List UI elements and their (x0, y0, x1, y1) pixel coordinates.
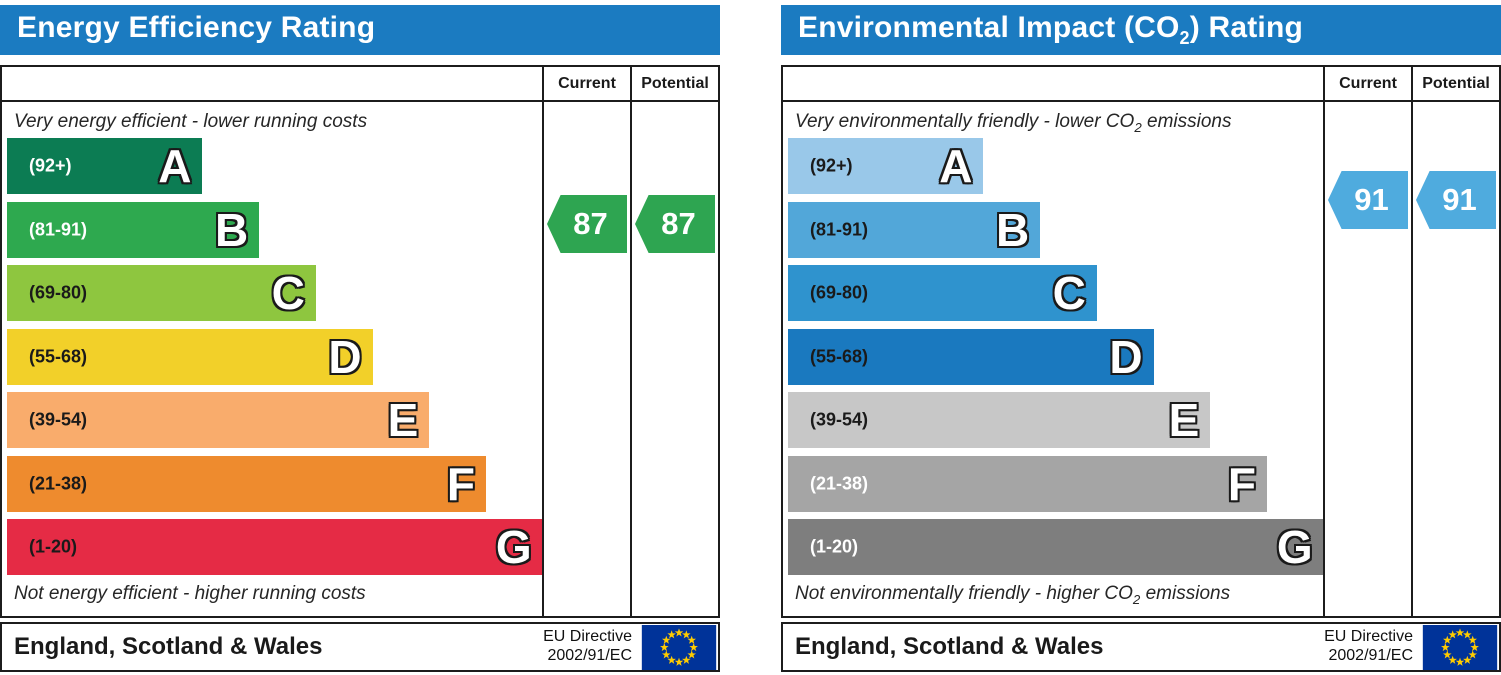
potential-column-cell: 87 (630, 102, 718, 616)
band-e: (39-54) E (788, 392, 1211, 448)
eu-directive-label: EU Directive 2002/91/EC (1324, 628, 1413, 666)
panel-footer: England, Scotland & Wales EU Directive 2… (0, 622, 720, 672)
potential-value: 91 (1442, 182, 1477, 217)
band-c: (69-80) C (788, 265, 1097, 321)
band-f: (21-38) F (788, 455, 1267, 512)
panel-title-bar: Environmental Impact (CO2) Rating (781, 5, 1501, 55)
current-column-cell: 91 (1323, 102, 1411, 616)
bottom-caption-text-post: emissions (1140, 583, 1231, 605)
top-caption-subscript: 2 (1134, 119, 1142, 135)
band-f: (21-38) F (7, 455, 486, 512)
band-b: (81-91) B (788, 201, 1041, 258)
current-arrow: 91 (1328, 171, 1408, 229)
top-caption: Very environmentally friendly - lower CO… (795, 111, 1231, 135)
eu-directive-line2: 2002/91/EC (1328, 647, 1413, 664)
band-a: (92+) A (788, 138, 984, 194)
band-range-label: (1-20) (29, 536, 78, 557)
band-g: (1-20) G (7, 519, 543, 575)
band-letter: G (495, 521, 532, 573)
potential-arrow: 87 (635, 195, 715, 253)
band-letter: G (1276, 521, 1313, 573)
top-caption-text: Very energy efficient - lower running co… (14, 111, 368, 132)
band-range-label: (21-38) (810, 473, 869, 493)
top-caption-text: Very environmentally friendly - lower CO (795, 111, 1135, 132)
band-letter: B (995, 203, 1030, 256)
band-range-label: (39-54) (810, 409, 869, 430)
footer-region: England, Scotland & Wales (14, 633, 323, 660)
bottom-caption-text: Not environmentally friendly - higher CO (795, 583, 1133, 605)
bands-area: Very environmentally friendly - lower CO… (783, 102, 1324, 616)
band-range-label: (39-54) (29, 409, 88, 430)
panel-title-text: Environmental Impact (CO (798, 11, 1180, 44)
band-range-label: (92+) (29, 155, 72, 176)
band-letter: E (387, 394, 419, 446)
panel-environmental-impact: Environmental Impact (CO2) Rating Curren… (781, 5, 1501, 673)
panel-title-bar: Energy Efficiency Rating (0, 5, 720, 55)
band-letter: F (446, 457, 475, 510)
panel-title-text-post: ) Rating (1189, 11, 1304, 44)
column-header-potential: Potential (630, 67, 718, 102)
column-header-potential: Potential (1411, 67, 1499, 102)
band-e: (39-54) E (7, 392, 430, 448)
eu-directive-line1: EU Directive (543, 628, 632, 646)
panel-energy-efficiency: Energy Efficiency Rating Current Potenti… (0, 5, 720, 673)
current-value: 87 (573, 206, 608, 241)
rating-table: Current Potential Very environmentally f… (781, 65, 1501, 618)
top-caption: Very energy efficient - lower running co… (14, 111, 367, 135)
bottom-caption: Not environmentally friendly - higher CO… (795, 583, 1230, 607)
band-range-label: (55-68) (810, 346, 869, 366)
band-range-label: (81-91) (29, 219, 88, 239)
potential-arrow: 91 (1416, 171, 1496, 229)
band-letter: C (1052, 267, 1086, 319)
eu-flag-icon (641, 624, 717, 670)
panel-title: Environmental Impact (CO2) Rating (798, 11, 1303, 49)
current-arrow: 87 (547, 195, 627, 253)
band-a: (92+) A (7, 138, 203, 194)
column-header-current: Current (542, 67, 630, 102)
band-letter: D (1109, 330, 1143, 383)
band-letter: F (1227, 457, 1256, 510)
bottom-caption-subscript: 2 (1132, 592, 1141, 607)
band-b: (81-91) B (7, 201, 260, 258)
band-d: (55-68) D (7, 328, 373, 385)
bands-area: Very energy efficient - lower running co… (2, 102, 543, 616)
potential-column-cell: 91 (1411, 102, 1499, 616)
band-g: (1-20) G (788, 519, 1324, 575)
current-column-cell: 87 (542, 102, 630, 616)
column-header-current: Current (1323, 67, 1411, 102)
eu-directive-line1: EU Directive (1324, 628, 1413, 646)
rating-table: Current Potential Very energy efficient … (0, 65, 720, 618)
potential-value: 87 (661, 206, 696, 241)
band-range-label: (69-80) (810, 282, 869, 303)
band-d: (55-68) D (788, 328, 1154, 385)
header-spacer-cell (783, 67, 1323, 102)
band-range-label: (81-91) (810, 219, 869, 239)
band-range-label: (1-20) (810, 536, 859, 557)
panel-title: Energy Efficiency Rating (17, 11, 375, 49)
panel-footer: England, Scotland & Wales EU Directive 2… (781, 622, 1501, 672)
footer-region: England, Scotland & Wales (795, 633, 1104, 660)
eu-flag-icon (1422, 624, 1498, 670)
eu-directive-line2: 2002/91/EC (547, 647, 632, 664)
bottom-caption-text: Not energy efficient - higher running co… (14, 583, 366, 605)
band-letter: A (939, 140, 973, 192)
band-letter: A (158, 140, 192, 192)
panel-title-subscript: 2 (1179, 28, 1190, 48)
band-range-label: (69-80) (29, 282, 88, 303)
bottom-caption: Not energy efficient - higher running co… (14, 583, 366, 607)
band-letter: D (328, 330, 362, 383)
band-letter: C (271, 267, 305, 319)
band-letter: B (214, 203, 249, 256)
band-letter: E (1168, 394, 1200, 446)
current-value: 91 (1354, 182, 1389, 217)
eu-directive-label: EU Directive 2002/91/EC (543, 628, 632, 666)
band-c: (69-80) C (7, 265, 316, 321)
panel-title-text: Energy Efficiency Rating (17, 11, 376, 44)
top-caption-text-post: emissions (1141, 111, 1232, 132)
band-range-label: (55-68) (29, 346, 88, 366)
band-range-label: (21-38) (29, 473, 88, 493)
header-spacer-cell (2, 67, 542, 102)
band-range-label: (92+) (810, 155, 853, 176)
